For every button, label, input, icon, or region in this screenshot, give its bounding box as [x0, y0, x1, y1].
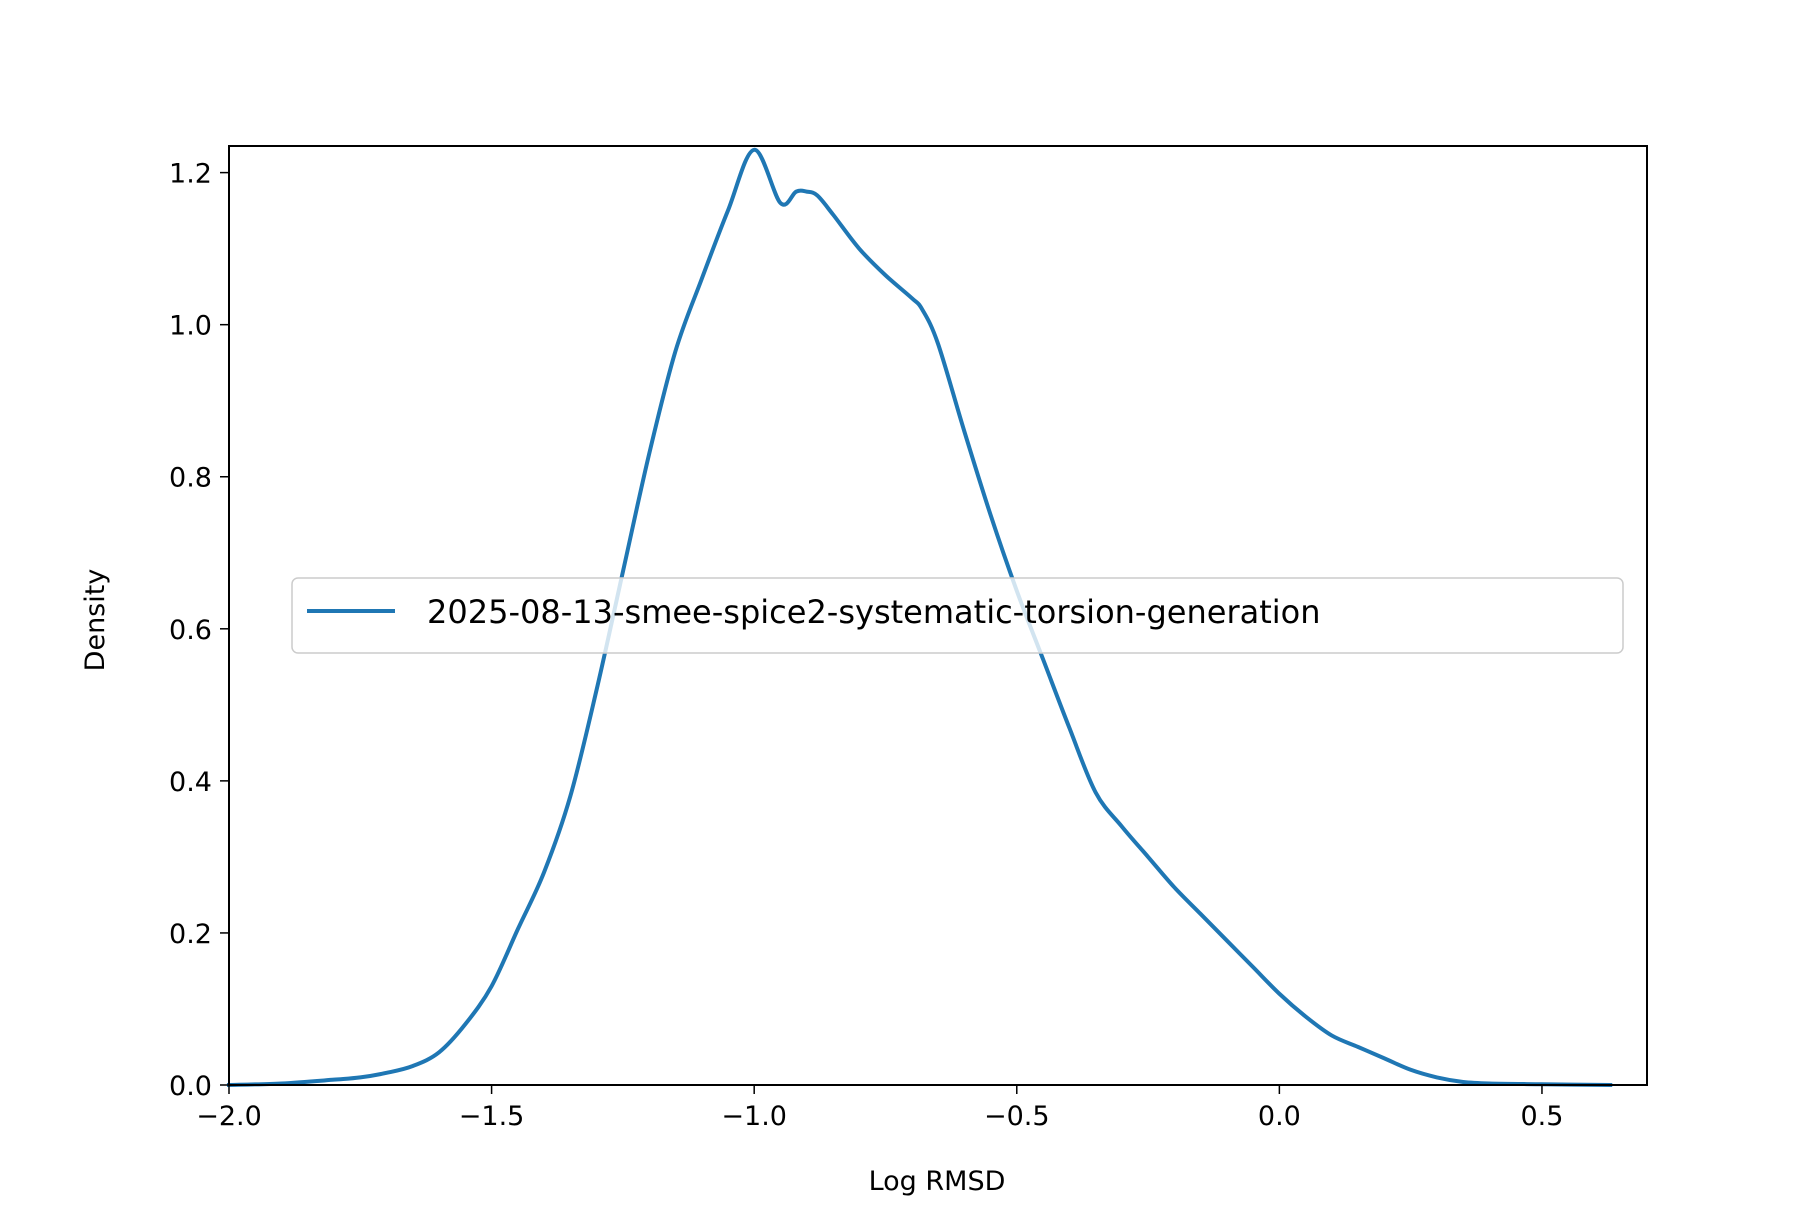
series-line [226, 147, 1613, 1088]
y-tick-label: 0.4 [169, 767, 212, 798]
legend-label: 2025-08-13-smee-spice2-systematic-torsio… [427, 593, 1321, 631]
legend-box [291, 577, 1624, 654]
x-tick-label: −2.0 [196, 1101, 262, 1132]
x-tick-label: −1.5 [459, 1101, 525, 1132]
legend: 2025-08-13-smee-spice2-systematic-torsio… [291, 577, 1624, 654]
y-tick-label: 0.2 [169, 919, 212, 950]
x-tick-label: 0.5 [1520, 1101, 1563, 1132]
y-tick-label: 0.6 [169, 615, 212, 646]
y-tick-label: 1.0 [169, 311, 212, 342]
y-tick-label: 1.2 [169, 159, 212, 190]
x-tick-label: 0.0 [1258, 1101, 1301, 1132]
y-tick-label: 0.0 [169, 1071, 212, 1102]
axes: −2.0 −1.5 −1.0 −0.5 0.0 0.5 0.0 0.2 0.4 0.6 0.8 1.0… [169, 145, 1648, 1132]
y-tick-label: 0.8 [169, 463, 212, 494]
y-axis-label: Density [80, 569, 111, 672]
x-tick-label: −1.0 [721, 1101, 787, 1132]
x-tick-label: −0.5 [984, 1101, 1050, 1132]
axes-frame [228, 145, 1648, 1086]
plot-area [226, 147, 1613, 1088]
x-axis-label: Log RMSD [869, 1166, 1006, 1197]
